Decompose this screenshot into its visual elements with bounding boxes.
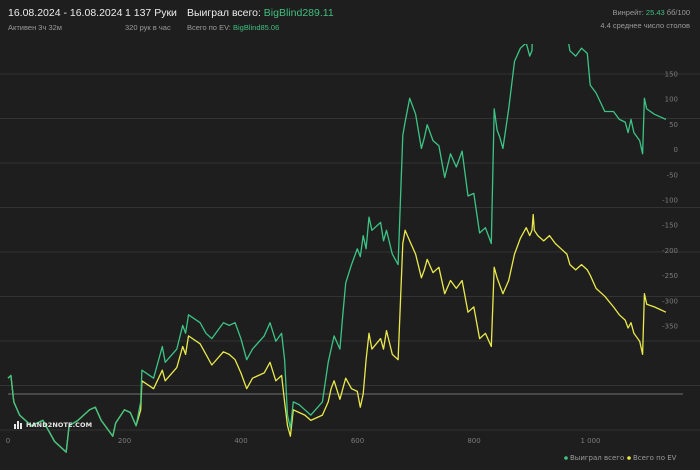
winrate: Винрейт: 25.43 бб/100: [600, 8, 690, 17]
won-label: Выиграл всего:: [187, 7, 261, 19]
y-tick-label: -100: [662, 197, 678, 205]
x-axis-ticks: 0 200 400 600 800 1 000: [6, 437, 601, 445]
won-block: Выиграл всего: BigBlind289.11 Всего по E…: [187, 7, 334, 32]
x-tick-label: 200: [118, 437, 131, 445]
x-tick-label: 0: [6, 437, 10, 445]
winrate-value: 25.43: [645, 8, 665, 17]
chart-series: [7, 44, 667, 453]
x-tick-label: 400: [234, 437, 247, 445]
y-tick-label: 150: [665, 71, 678, 79]
legend-marker-won: [564, 456, 568, 460]
ev-value: BigBlind85.06: [232, 23, 280, 32]
date-block: 16.08.2024 - 16.08.2024 Активен 3ч 32м: [8, 7, 122, 32]
y-axis-ticks: 150 100 50 0 -50 -100 -150 -200 -250 -300 -350: [662, 71, 678, 331]
y-tick-label: 0: [674, 146, 678, 154]
legend-label-won: Выиграл всего: [570, 454, 624, 462]
winnings-chart: 150 100 50 0 -50 -100 -150 -200 -250 -300 -350 0 20…: [0, 44, 700, 462]
won-total: Выиграл всего: BigBlind289.11: [187, 7, 334, 19]
date-range: 16.08.2024 - 16.08.2024: [8, 7, 123, 19]
y-tick-label: -300: [662, 297, 678, 305]
winrate-label: Винрейт:: [612, 8, 644, 17]
x-tick-label: 1 000: [580, 437, 600, 445]
chart-grid: [0, 73, 700, 431]
ev-total: Всего по EV: BigBlind85.06: [187, 23, 334, 32]
series-line-ev: [7, 213, 667, 453]
y-tick-label: 50: [669, 121, 678, 129]
hands-block: 1 137 Руки 320 рук в час: [125, 7, 177, 32]
y-tick-label: -50: [667, 171, 678, 179]
y-tick-label: -250: [662, 272, 678, 280]
hand2note-logo: HAND2NOTE.COM: [14, 421, 92, 429]
legend-label-ev: Всего по EV: [633, 454, 677, 462]
chart-legend: Выиграл всего Всего по EV: [564, 454, 677, 462]
ev-label: Всего по EV:: [187, 23, 231, 32]
won-value: BigBlind289.11: [263, 7, 334, 19]
winrate-suffix: бб/100: [666, 8, 690, 17]
y-tick-label: -350: [662, 323, 678, 331]
y-tick-label: 100: [665, 96, 678, 104]
legend-marker-ev: [627, 456, 631, 460]
hands-per-hour: 320 рук в час: [125, 23, 171, 32]
y-tick-label: -150: [662, 222, 678, 230]
x-tick-label: 600: [351, 437, 364, 445]
x-tick-label: 800: [467, 437, 480, 445]
series-line-won: [7, 44, 667, 453]
winrate-block: Винрейт: 25.43 бб/100 4.4 среднее число …: [600, 7, 690, 30]
logo-bars-icon: [14, 421, 22, 429]
y-tick-label: -200: [662, 247, 678, 255]
tables-average: 4.4 среднее число столов: [600, 21, 690, 30]
hands-count: 1 137 Руки: [125, 7, 177, 19]
logo-text: HAND2NOTE.COM: [26, 421, 93, 429]
stats-header: 16.08.2024 - 16.08.2024 Активен 3ч 32м 1…: [0, 0, 700, 44]
active-time: Активен 3ч 32м: [8, 23, 62, 32]
